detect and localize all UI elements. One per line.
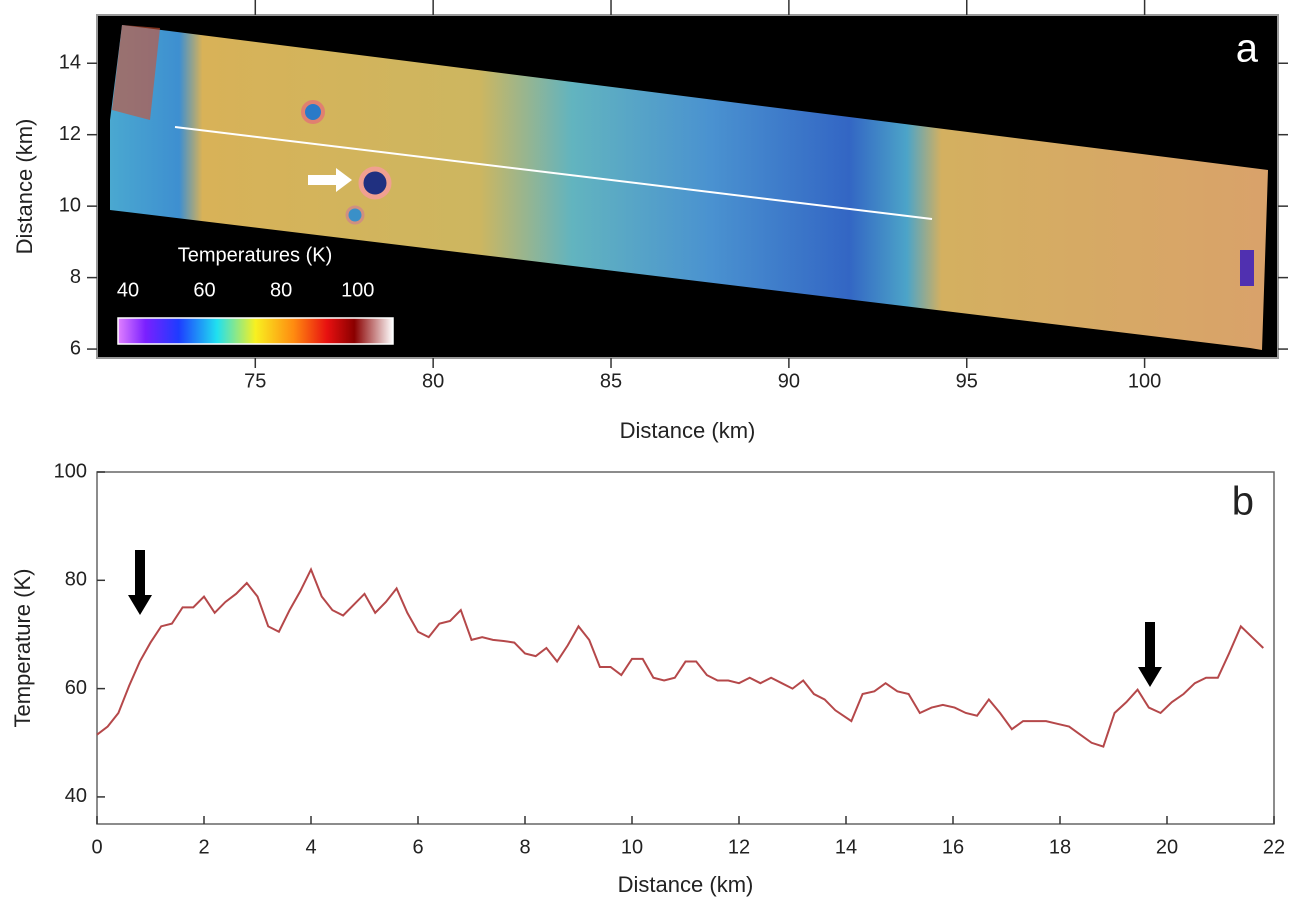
colorbar-tick-label: 80 <box>270 279 292 301</box>
y-tick-label: 80 <box>65 569 87 591</box>
y-tick-label: 14 <box>59 52 81 74</box>
x-tick-label: 0 <box>91 836 102 858</box>
x-tick-label: 100 <box>1128 370 1161 392</box>
x-tick-label: 6 <box>412 836 423 858</box>
y-tick-label: 10 <box>59 194 81 216</box>
crater <box>358 166 392 200</box>
x-tick-label: 10 <box>621 836 643 858</box>
profile-line <box>174 126 933 220</box>
data-line <box>96 567 1264 748</box>
x-tick-label: 16 <box>942 836 964 858</box>
pointer-arrow <box>308 168 352 192</box>
marker-arrow <box>1138 622 1162 687</box>
crater <box>345 205 365 225</box>
colorbar-tick-label: 100 <box>341 279 374 301</box>
x-tick-label: 14 <box>835 836 857 858</box>
x-tick-label: 22 <box>1263 836 1285 858</box>
x-tick-label: 80 <box>422 370 444 392</box>
x-tick-label: 85 <box>600 370 622 392</box>
x-tick-label: 4 <box>305 836 316 858</box>
y-tick-label: 40 <box>65 785 87 807</box>
map-edge <box>112 25 160 120</box>
y-axis-label: Distance (km) <box>12 119 37 255</box>
x-tick-label: 12 <box>728 836 750 858</box>
x-axis-label: Distance (km) <box>618 872 754 897</box>
crater <box>301 100 325 124</box>
y-tick-label: 8 <box>70 266 81 288</box>
x-tick-label: 90 <box>778 370 800 392</box>
x-tick-label: 95 <box>956 370 978 392</box>
x-tick-label: 8 <box>519 836 530 858</box>
colorbar <box>117 317 394 345</box>
x-tick-label: 2 <box>198 836 209 858</box>
x-tick-label: 75 <box>244 370 266 392</box>
x-axis-label: Distance (km) <box>620 418 756 443</box>
marker-arrow <box>128 550 152 615</box>
colorbar-title: Temperatures (K) <box>178 244 333 266</box>
cold-spot <box>1240 250 1254 286</box>
y-axis-label: Temperature (K) <box>10 569 35 728</box>
panel-label: a <box>1236 27 1259 71</box>
panel-label: b <box>1232 480 1254 524</box>
panel-b: 0 2 4 6 8 10 12 14 16 18 20 22 40 60 80 100 Distance (km… <box>10 460 1285 897</box>
y-tick-label: 12 <box>59 123 81 145</box>
temperature-map <box>110 25 1268 350</box>
y-tick-label: 60 <box>65 677 87 699</box>
x-tick-label: 20 <box>1156 836 1178 858</box>
colorbar-tick-label: 40 <box>117 279 139 301</box>
colorbar-tick-label: 60 <box>193 279 215 301</box>
x-tick-label: 18 <box>1049 836 1071 858</box>
panel-a: 75 80 85 90 95 100 6 8 10 12 14 Distance (km) Distan… <box>12 0 1288 443</box>
y-tick-label: 100 <box>54 460 87 482</box>
y-tick-label: 6 <box>70 337 81 359</box>
plot-frame <box>96 471 1275 825</box>
